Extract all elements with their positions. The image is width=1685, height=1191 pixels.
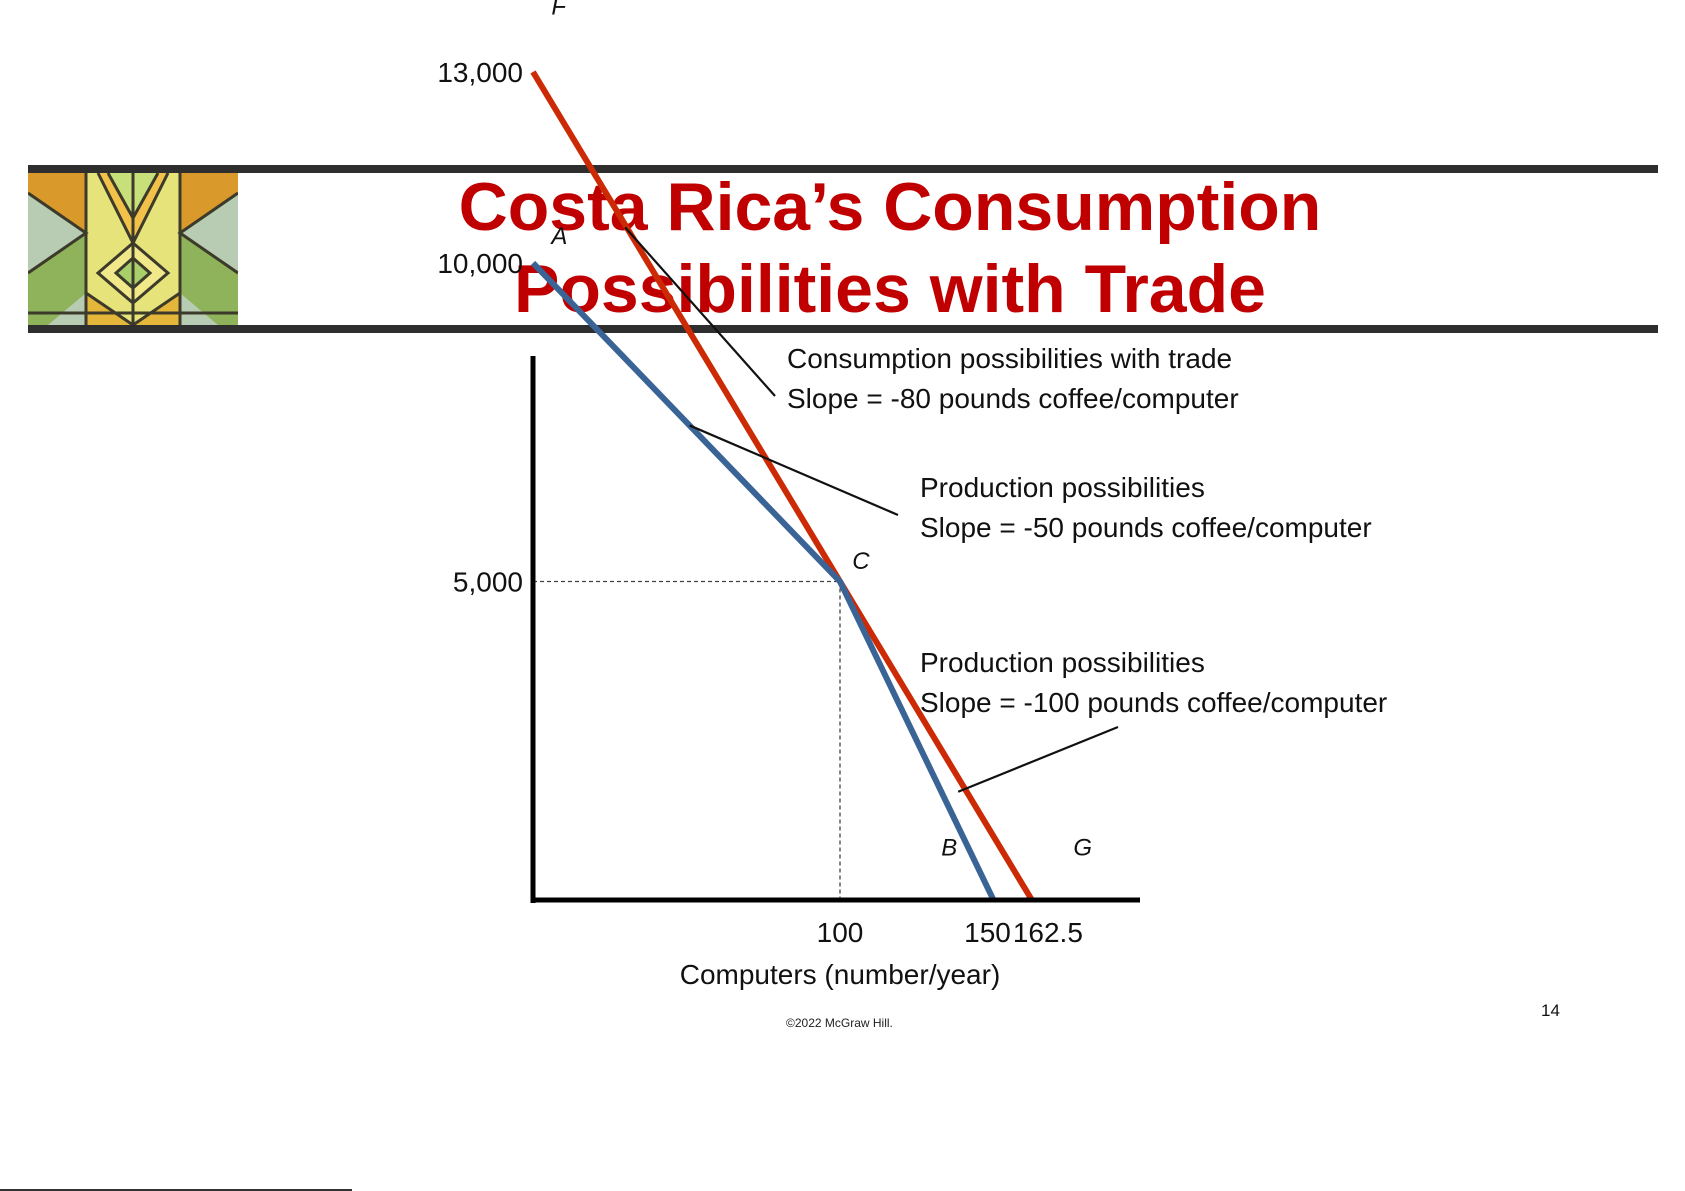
slide-title-line-2: Possibilities with Trade: [514, 251, 1266, 327]
copyright-notice: ©2022 McGraw Hill.: [786, 1016, 893, 1030]
point-label-a: A: [549, 223, 567, 250]
x-tick-label: 150: [964, 917, 1011, 948]
y-tick-label: 10,000: [437, 248, 523, 279]
point-label-f: F: [551, 0, 567, 21]
annotation-3-leader: [957, 725, 1119, 793]
annotation-2-leader: [689, 424, 899, 517]
annotation-1-line-1: Consumption possibilities with trade: [787, 343, 1232, 374]
annotation-1-leader: [624, 226, 776, 397]
x-tick-label: 100: [817, 917, 864, 948]
footer-rule: [0, 1189, 352, 1191]
header-top-rule: [28, 165, 1658, 173]
annotation-2-line-2: Slope = -50 pounds coffee/computer: [920, 512, 1372, 543]
annotation-2-line-1: Production possibilities: [920, 472, 1205, 503]
page-number: 14: [1541, 1001, 1560, 1020]
header-bottom-rule: [28, 325, 1658, 333]
y-tick-label: 13,000: [437, 57, 523, 88]
production-line: [530, 260, 997, 902]
x-tick-label: 162.5: [1013, 917, 1083, 948]
point-label-c: C: [852, 548, 870, 575]
stained-glass-logo: [28, 173, 238, 325]
x-axis-title: Computers (number/year): [680, 959, 1001, 990]
point-label-b: B: [941, 834, 957, 861]
annotation-3-line-2: Slope = -100 pounds coffee/computer: [920, 687, 1387, 718]
y-tick-label: 5,000: [453, 567, 523, 598]
annotation-3-line-1: Production possibilities: [920, 647, 1205, 678]
trade-line: [530, 70, 1035, 902]
point-label-g: G: [1073, 834, 1092, 861]
annotation-1-line-2: Slope = -80 pounds coffee/computer: [787, 383, 1239, 414]
